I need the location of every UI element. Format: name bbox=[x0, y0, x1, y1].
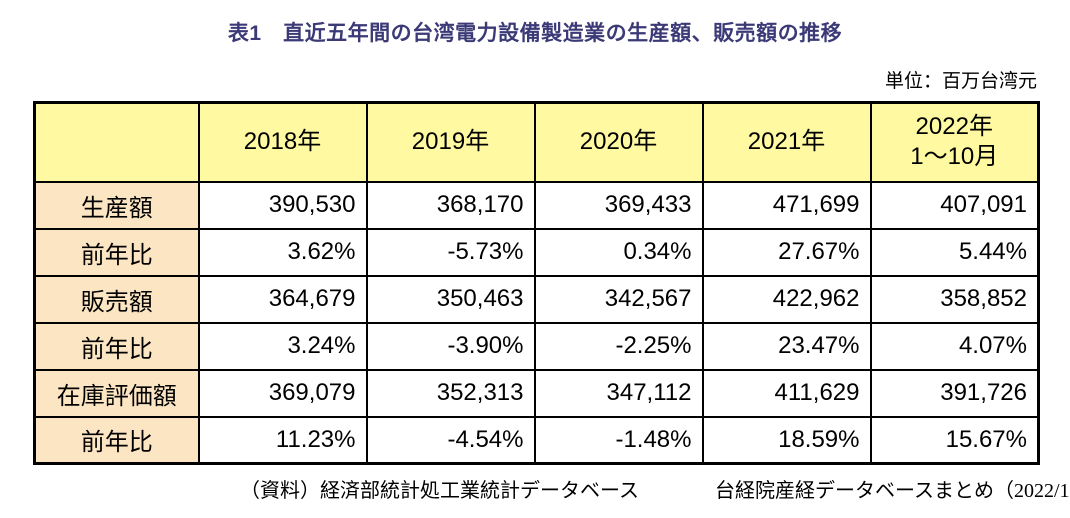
year-label: 2020年 bbox=[579, 128, 658, 156]
value-cell: 3.62% bbox=[197, 227, 368, 277]
source-note: （資料）経済部統計処工業統計データベース 台経院産経データベースまとめ（2022/… bbox=[240, 474, 1070, 503]
value-cell: -5.73% bbox=[365, 227, 536, 277]
value-cell: 411,629 bbox=[701, 368, 872, 418]
column-header-2019: 2019年 bbox=[365, 101, 536, 183]
table-title: 表1 直近五年間の台湾電力設備製造業の生産額、販売額の推移 bbox=[227, 22, 843, 45]
value-cell: 3.24% bbox=[197, 321, 368, 371]
data-table: 2018年 2019年 2020年 2021年 2022年 1〜10月 生産額 … bbox=[33, 101, 1040, 465]
value-cell: 358,852 bbox=[869, 274, 1040, 324]
value-cell: 27.67% bbox=[701, 227, 872, 277]
value-cell: 350,463 bbox=[365, 274, 536, 324]
column-header-2021: 2021年 bbox=[701, 101, 872, 183]
row-label: 生産額 bbox=[33, 180, 200, 230]
table-body: 生産額 390,530 368,170 369,433 471,699 407,… bbox=[33, 180, 1040, 465]
table-header: 2018年 2019年 2020年 2021年 2022年 1〜10月 bbox=[33, 101, 1040, 183]
year-label: 2018年 bbox=[243, 128, 322, 156]
column-header-2020: 2020年 bbox=[533, 101, 704, 183]
value-cell: 18.59% bbox=[701, 415, 872, 465]
row-label: 販売額 bbox=[33, 274, 200, 324]
value-cell: -2.25% bbox=[533, 321, 704, 371]
compiled-text: 台経院産経データベースまとめ（2022/12） bbox=[715, 480, 1070, 502]
year-label: 2019年 bbox=[411, 128, 490, 156]
value-cell: -3.90% bbox=[365, 321, 536, 371]
value-cell: -4.54% bbox=[365, 415, 536, 465]
value-cell: 407,091 bbox=[869, 180, 1040, 230]
source-text: （資料）経済部統計処工業統計データベース bbox=[240, 480, 639, 502]
value-cell: -1.48% bbox=[533, 415, 704, 465]
value-cell: 347,112 bbox=[533, 368, 704, 418]
value-cell: 342,567 bbox=[533, 274, 704, 324]
year-label: 2022年 bbox=[915, 113, 993, 141]
year-label: 2021年 bbox=[747, 128, 826, 156]
value-cell: 23.47% bbox=[701, 321, 872, 371]
row-label: 前年比 bbox=[33, 321, 200, 371]
corner-cell bbox=[33, 101, 200, 183]
header-row: 2018年 2019年 2020年 2021年 2022年 1〜10月 bbox=[33, 101, 1040, 183]
row-label: 前年比 bbox=[33, 227, 200, 277]
value-cell: 364,679 bbox=[197, 274, 368, 324]
month-range-label: 1〜10月 bbox=[910, 143, 999, 171]
value-cell: 368,170 bbox=[365, 180, 536, 230]
value-cell: 390,530 bbox=[197, 180, 368, 230]
value-cell: 369,079 bbox=[197, 368, 368, 418]
value-cell: 4.07% bbox=[869, 321, 1040, 371]
value-cell: 422,962 bbox=[701, 274, 872, 324]
value-cell: 369,433 bbox=[533, 180, 704, 230]
value-cell: 11.23% bbox=[197, 415, 368, 465]
row-sales-yoy: 前年比 3.24% -3.90% -2.25% 23.47% 4.07% bbox=[33, 321, 1040, 371]
row-inventory-yoy: 前年比 11.23% -4.54% -1.48% 18.59% 15.67% bbox=[33, 415, 1040, 465]
value-cell: 15.67% bbox=[869, 415, 1040, 465]
unit-label: 単位：百万台湾元 bbox=[884, 71, 1037, 92]
row-sales-value: 販売額 364,679 350,463 342,567 422,962 358,… bbox=[33, 274, 1040, 324]
row-label: 前年比 bbox=[33, 415, 200, 465]
row-label: 在庫評価額 bbox=[33, 368, 200, 418]
row-inventory-value: 在庫評価額 369,079 352,313 347,112 411,629 39… bbox=[33, 368, 1040, 418]
row-production-value: 生産額 390,530 368,170 369,433 471,699 407,… bbox=[33, 180, 1040, 230]
value-cell: 471,699 bbox=[701, 180, 872, 230]
value-cell: 391,726 bbox=[869, 368, 1040, 418]
value-cell: 352,313 bbox=[365, 368, 536, 418]
column-header-2018: 2018年 bbox=[197, 101, 368, 183]
value-cell: 0.34% bbox=[533, 227, 704, 277]
column-header-2022: 2022年 1〜10月 bbox=[869, 101, 1040, 183]
row-production-yoy: 前年比 3.62% -5.73% 0.34% 27.67% 5.44% bbox=[33, 227, 1040, 277]
value-cell: 5.44% bbox=[869, 227, 1040, 277]
